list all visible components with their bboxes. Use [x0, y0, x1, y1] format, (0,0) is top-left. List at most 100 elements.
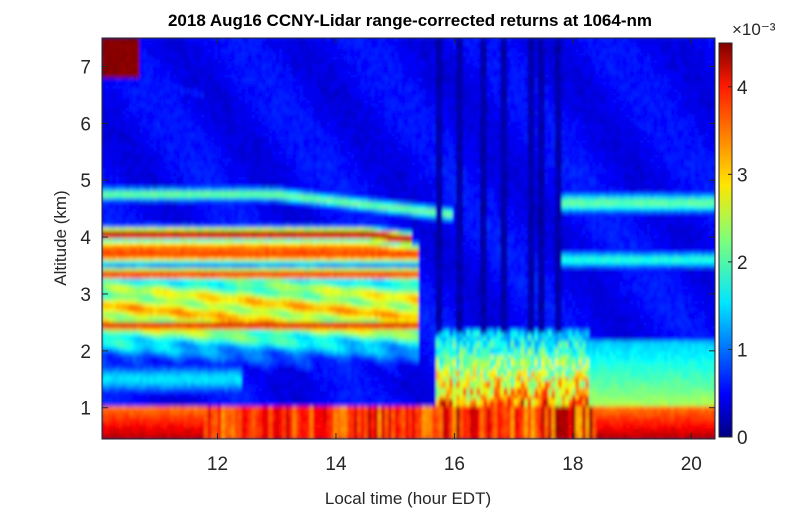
heat-cell	[200, 121, 205, 127]
heat-cell	[159, 183, 164, 189]
heat-cell	[170, 304, 175, 309]
heat-cell	[142, 110, 147, 116]
heat-cell	[149, 220, 154, 225]
heat-cell	[129, 296, 134, 302]
heat-cell	[166, 41, 171, 46]
heat-cell	[136, 355, 141, 360]
heat-cell	[125, 132, 130, 138]
heat-cell	[183, 89, 188, 94]
heat-cell	[136, 161, 141, 167]
heat-cell	[200, 183, 205, 189]
heat-cell	[170, 296, 175, 302]
heat-cell	[122, 358, 127, 364]
heat-cell	[132, 278, 137, 283]
heat-cell	[136, 59, 141, 65]
heat-cell	[122, 264, 127, 269]
heat-cell	[149, 161, 154, 167]
heat-cell	[190, 169, 195, 174]
heat-cell	[156, 278, 161, 283]
heat-cell	[132, 336, 137, 342]
heat-cell	[238, 205, 243, 210]
heat-cell	[224, 373, 229, 378]
heat-cell	[251, 198, 256, 203]
heat-cell	[170, 78, 175, 83]
heat-cell	[176, 110, 181, 116]
heat-cell	[122, 212, 127, 218]
heat-cell	[149, 136, 154, 141]
heat-cell	[207, 322, 212, 327]
heat-cell	[125, 63, 130, 68]
heat-cell	[251, 143, 256, 148]
heat-cell	[187, 107, 192, 112]
heat-cell	[245, 300, 250, 305]
heat-cell	[238, 264, 243, 269]
heat-cell	[170, 391, 175, 396]
heat-cell	[245, 202, 250, 207]
heat-cell	[180, 424, 185, 429]
heat-cell	[156, 413, 161, 418]
heat-cell	[105, 304, 110, 309]
heat-cell	[153, 322, 158, 327]
heat-cell	[156, 89, 161, 94]
heat-cell	[132, 424, 137, 429]
heat-cell	[183, 114, 188, 119]
heat-cell	[119, 398, 124, 404]
heat-cell	[224, 227, 229, 232]
heat-cell	[245, 278, 250, 283]
heat-cell	[149, 121, 154, 127]
heat-cell	[159, 161, 164, 167]
heat-cell	[180, 366, 185, 371]
heat-cell	[231, 238, 236, 243]
heat-cell	[170, 428, 175, 433]
heat-cell	[193, 78, 198, 83]
heat-cell	[166, 110, 171, 116]
heat-cell	[170, 336, 175, 342]
heat-cell	[183, 231, 188, 236]
heat-cell	[238, 406, 243, 411]
heat-cell	[129, 59, 134, 65]
heat-cell	[108, 194, 113, 199]
heat-cell	[129, 366, 134, 371]
heat-cell	[193, 347, 198, 353]
heat-cell	[146, 358, 151, 364]
heat-cell	[166, 304, 171, 309]
heat-cell	[102, 176, 107, 181]
heat-cell	[183, 198, 188, 203]
heat-cell	[159, 329, 164, 334]
heat-cell	[166, 132, 171, 138]
heat-cell	[139, 227, 144, 232]
heat-cell	[173, 151, 178, 156]
heat-cell	[193, 253, 198, 258]
heat-cell	[153, 417, 158, 422]
heat-cell	[255, 180, 260, 185]
heat-cell	[149, 285, 154, 291]
heat-cell	[224, 161, 229, 167]
heat-cell	[129, 67, 134, 72]
heat-cell	[221, 289, 226, 294]
heat-cell	[180, 380, 185, 385]
heat-cell	[119, 366, 124, 371]
heat-cell	[214, 169, 219, 174]
heat-cell	[190, 45, 195, 50]
heat-cell	[207, 293, 212, 298]
heat-cell	[176, 315, 181, 320]
heat-cell	[193, 140, 198, 145]
heat-cell	[129, 136, 134, 141]
heat-cell	[125, 52, 130, 57]
heat-cell	[245, 89, 250, 94]
heat-cell	[173, 143, 178, 148]
heat-cell	[224, 56, 229, 61]
heat-cell	[251, 413, 256, 418]
heat-cell	[200, 358, 205, 364]
heat-cell	[180, 227, 185, 232]
heat-cell	[139, 242, 144, 247]
heat-cell	[119, 96, 124, 101]
heat-cell	[102, 413, 107, 418]
heat-cell	[125, 413, 130, 418]
heat-cell	[102, 409, 107, 415]
heat-cell	[146, 169, 151, 174]
heat-cell	[129, 227, 134, 232]
heat-cell	[251, 81, 256, 86]
heat-cell	[170, 380, 175, 385]
heat-cell	[139, 333, 144, 338]
